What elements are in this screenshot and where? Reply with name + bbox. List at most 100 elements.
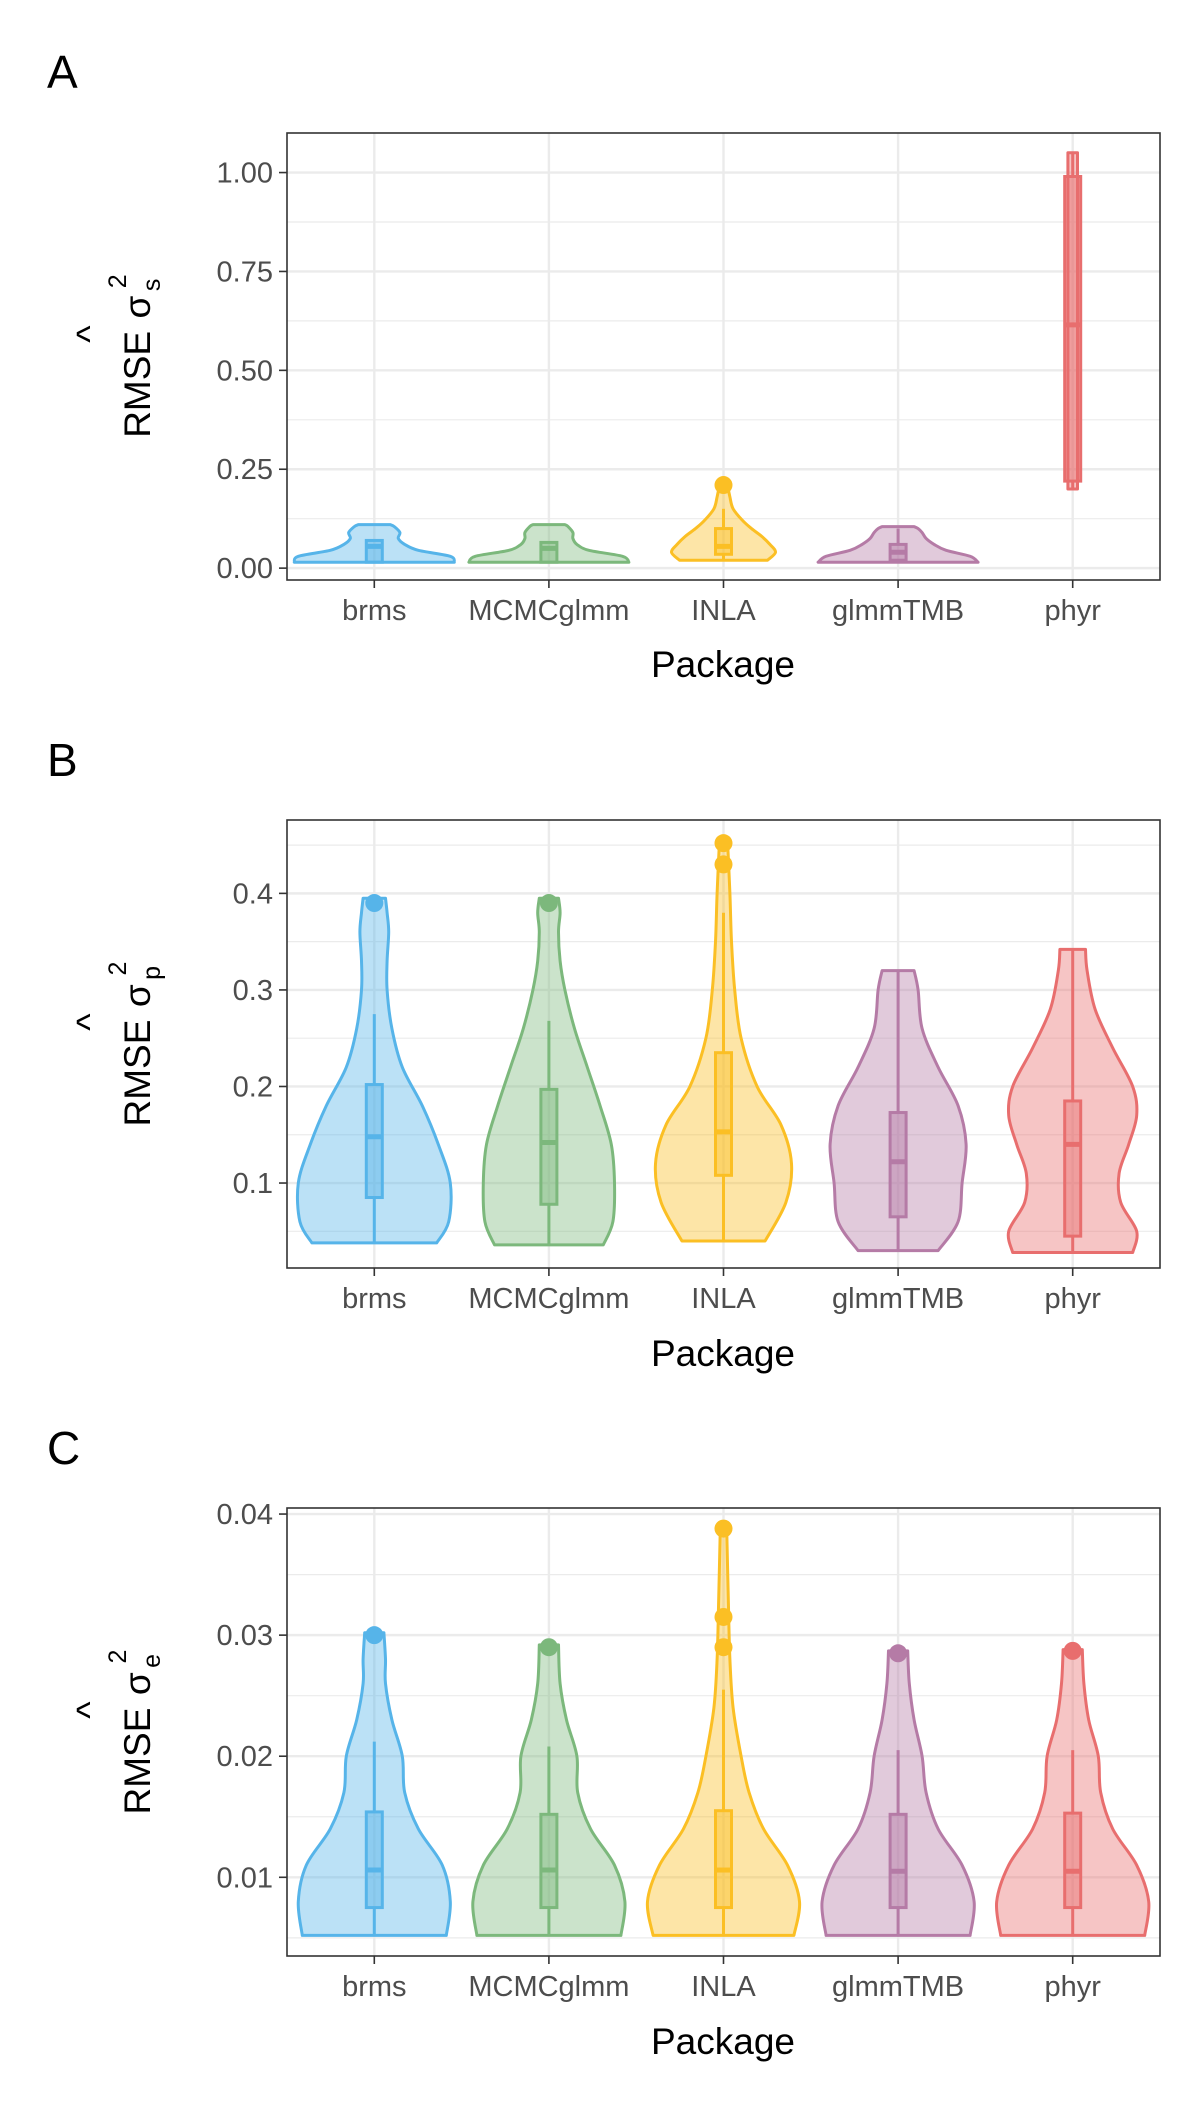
outlier-point	[714, 1519, 733, 1538]
box	[364, 538, 384, 564]
grid-layer	[287, 133, 1160, 580]
y-tick-label: 0.3	[233, 975, 273, 1007]
panel-letter: C	[47, 1422, 80, 1474]
outlier-point	[714, 855, 733, 874]
outlier-point	[365, 894, 384, 913]
box	[1063, 1811, 1083, 1910]
y-tick-label: 0.04	[217, 1499, 273, 1531]
y-tick-label: 0.25	[217, 454, 273, 486]
violin-mcmcglmm	[467, 523, 631, 564]
y-axis-symbol: σ	[117, 984, 158, 1007]
x-tick-label: glmmTMB	[832, 1283, 964, 1315]
y-tick-label: 0.03	[217, 1620, 273, 1652]
y-tick-label: 0.1	[233, 1168, 273, 1200]
outlier-point	[1063, 1641, 1082, 1660]
box	[539, 1812, 559, 1910]
y-axis-sup: 2	[104, 1650, 132, 1664]
box	[539, 1087, 559, 1206]
ticks-layer: 0.1 0.2 0.3 0.4 brms MCMCglmm INLA glmmTMB phyr	[233, 878, 1102, 1315]
marks-layer	[292, 151, 1083, 564]
y-tick-label: 0.00	[217, 553, 273, 585]
box	[714, 527, 733, 556]
y-axis-title: RMSE σ s 2 ^	[69, 274, 166, 438]
violin-phyr	[1063, 151, 1083, 491]
y-tick-label: 0.75	[217, 256, 273, 288]
violin-inla	[653, 834, 794, 1243]
y-tick-label: 0.50	[217, 355, 273, 387]
y-axis-sup: 2	[104, 962, 132, 976]
violin-brms	[296, 1626, 452, 1937]
violin-shape	[292, 523, 456, 564]
violin-inla	[669, 476, 778, 562]
marks-layer	[295, 834, 1139, 1255]
box	[1063, 1099, 1083, 1238]
box	[888, 1812, 908, 1910]
violin-inla	[645, 1519, 802, 1937]
outlier-point	[539, 1638, 558, 1657]
violin-glmmtmb	[828, 969, 968, 1253]
x-tick-label: brms	[342, 1971, 406, 2003]
svg-text:RMSE σ e: RMSE σ e 2	[104, 1649, 166, 1814]
x-axis-title: Package	[651, 644, 795, 685]
outlier-point	[365, 1626, 384, 1645]
y-axis-sub: s	[138, 279, 166, 292]
y-axis-prefix: RMSE	[117, 1020, 158, 1127]
outlier-point	[714, 834, 733, 853]
x-axis-title: Package	[651, 1333, 795, 1374]
violin-shape	[1066, 151, 1080, 491]
y-axis-sub: p	[138, 966, 166, 980]
y-axis-symbol: σ	[117, 295, 158, 318]
box	[714, 1809, 733, 1910]
x-tick-label: glmmTMB	[832, 595, 964, 627]
y-axis-hat: ^	[69, 325, 110, 343]
y-axis-prefix: RMSE	[117, 331, 158, 438]
panel-letter: B	[47, 734, 78, 786]
x-tick-label: phyr	[1044, 1283, 1101, 1315]
outlier-point	[539, 894, 558, 913]
box	[1063, 175, 1083, 483]
outlier-point	[889, 1644, 908, 1663]
outlier-point	[714, 1607, 733, 1626]
box	[539, 540, 559, 564]
box	[364, 1083, 384, 1200]
x-tick-label: glmmTMB	[832, 1971, 964, 2003]
panel-b: B 0.1 0.2 0.3 0.4 brms MCMCglmm INLA glmmTMB phy…	[47, 734, 1161, 1374]
box	[364, 1810, 384, 1910]
violin-brms	[292, 523, 456, 564]
y-tick-label: 0.2	[233, 1071, 273, 1103]
violin-brms	[295, 894, 453, 1245]
x-tick-label: MCMCglmm	[468, 1283, 629, 1315]
y-axis-prefix: RMSE	[117, 1708, 158, 1815]
y-axis-hat: ^	[69, 1701, 110, 1719]
box	[714, 1051, 733, 1177]
y-axis-sup: 2	[104, 274, 132, 288]
y-axis-title: RMSE σ p 2 ^	[69, 961, 166, 1127]
violin-glmmtmb	[820, 1644, 976, 1937]
violin-glmmtmb	[816, 525, 980, 564]
y-axis-title: RMSE σ e 2 ^	[69, 1649, 166, 1815]
svg-text:RMSE σ p: RMSE σ p 2	[104, 961, 166, 1126]
ticks-layer: 0.01 0.02 0.03 0.04 brms MCMCglmm INLA glmmTMB p…	[217, 1499, 1102, 2003]
x-tick-label: brms	[342, 1283, 406, 1315]
x-tick-label: INLA	[691, 1971, 756, 2003]
y-tick-label: 0.4	[233, 878, 273, 910]
y-axis-hat: ^	[69, 1013, 110, 1031]
violin-mcmcglmm	[471, 1638, 627, 1937]
violin-phyr	[1006, 947, 1139, 1255]
box	[888, 1111, 908, 1219]
svg-text:RMSE σ s: RMSE σ s 2	[104, 274, 166, 438]
ticks-layer: 0.00 0.25 0.50 0.75 1.00 brms MCMCglmm INLA glmm…	[217, 158, 1102, 627]
x-tick-label: phyr	[1044, 1971, 1101, 2003]
violin-mcmcglmm	[481, 894, 617, 1247]
panel-letter: A	[47, 46, 78, 98]
x-tick-label: brms	[342, 595, 406, 627]
y-tick-label: 0.01	[217, 1862, 273, 1894]
x-tick-label: MCMCglmm	[468, 595, 629, 627]
panel-c: C 0.01 0.02 0.03 0.04 brms MCMCglmm INLA glmmTM…	[47, 1422, 1161, 2062]
y-axis-sub: e	[138, 1654, 166, 1668]
y-tick-label: 1.00	[217, 158, 273, 190]
panel-a: A 0.00 0.25 0.50 0.75 1.00 brms MCMCglmm INLA gl…	[47, 46, 1161, 685]
x-axis-title: Package	[651, 2021, 795, 2062]
marks-layer	[296, 1519, 1151, 1937]
